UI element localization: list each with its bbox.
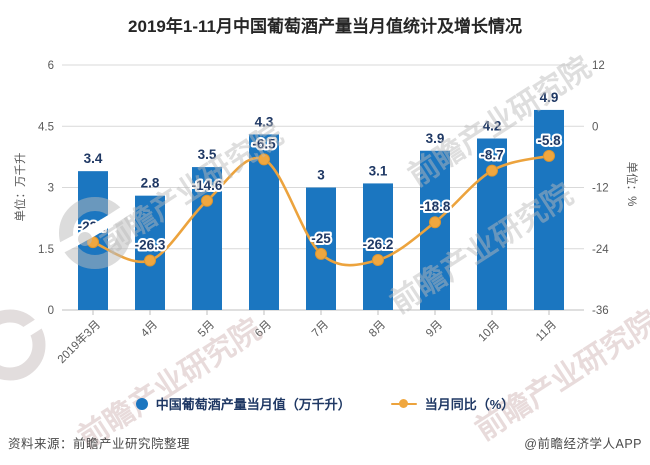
- svg-text:12: 12: [592, 60, 605, 72]
- svg-text:6月: 6月: [253, 319, 274, 340]
- svg-text:3: 3: [48, 183, 54, 195]
- line-series-label: 当月同比（%）: [424, 397, 515, 412]
- right-axis-title: 单位：%: [625, 161, 637, 207]
- svg-text:2.8: 2.8: [141, 176, 160, 191]
- credit-note: @前瞻经济学人APP: [524, 437, 642, 451]
- svg-text:-5.8: -5.8: [537, 133, 561, 148]
- svg-text:-18.8: -18.8: [420, 199, 451, 214]
- svg-text:5月: 5月: [196, 319, 217, 340]
- legend-item-line-series: 当月同比（%）: [390, 394, 515, 413]
- source-note: 资料来源：前瞻产业研究院整理: [8, 437, 191, 451]
- footer: 资料来源：前瞻产业研究院整理 @前瞻经济学人APP: [8, 433, 642, 452]
- svg-text:4.5: 4.5: [38, 121, 54, 133]
- bar-series-marker-icon: [135, 397, 148, 410]
- svg-text:3.9: 3.9: [426, 131, 445, 146]
- svg-text:0: 0: [48, 305, 54, 317]
- svg-text:0: 0: [592, 121, 598, 133]
- line-series-marker-icon: [390, 399, 417, 409]
- bar-series-label: 中国葡萄酒产量当月值（万千升）: [155, 397, 351, 412]
- svg-text:2019年3月: 2019年3月: [54, 317, 103, 366]
- svg-text:-14.6: -14.6: [192, 178, 223, 193]
- svg-text:-12: -12: [592, 183, 609, 195]
- svg-text:-36: -36: [592, 305, 609, 317]
- svg-text:4.9: 4.9: [540, 90, 559, 105]
- svg-text:3: 3: [317, 168, 325, 183]
- legend: 中国葡萄酒产量当月值（万千升） 当月同比（%）: [0, 394, 650, 413]
- svg-text:6: 6: [48, 60, 54, 72]
- svg-text:-24: -24: [592, 244, 609, 256]
- svg-text:-8.7: -8.7: [480, 148, 503, 163]
- svg-text:-26.3: -26.3: [135, 237, 166, 252]
- svg-text:-25: -25: [311, 231, 331, 246]
- svg-text:8月: 8月: [367, 319, 388, 340]
- svg-text:4.3: 4.3: [255, 114, 274, 129]
- svg-text:3.5: 3.5: [198, 147, 217, 162]
- svg-text:-22.7: -22.7: [78, 219, 109, 234]
- svg-text:11月: 11月: [534, 319, 559, 344]
- legend-item-bar-series: 中国葡萄酒产量当月值（万千升）: [135, 394, 351, 413]
- svg-text:-26.2: -26.2: [363, 237, 394, 252]
- chart-title: 2019年1-11月中国葡萄酒产量当月值统计及增长情况: [128, 17, 522, 36]
- svg-text:-6.5: -6.5: [252, 136, 276, 151]
- svg-text:4月: 4月: [139, 319, 160, 340]
- svg-text:3.1: 3.1: [369, 163, 388, 178]
- svg-text:10月: 10月: [476, 319, 502, 345]
- svg-text:7月: 7月: [310, 319, 331, 340]
- svg-text:4.2: 4.2: [483, 119, 502, 134]
- svg-text:9月: 9月: [424, 319, 445, 340]
- svg-text:1.5: 1.5: [38, 244, 54, 256]
- svg-text:3.4: 3.4: [84, 151, 103, 166]
- left-axis-title: 单位：万千升: [15, 152, 27, 222]
- combo-chart: 0 -36 1.5 -24 3 -12 4.5 0 6 12 2019年3月 4月 5月 6月 7月 8月 9月…: [38, 60, 609, 366]
